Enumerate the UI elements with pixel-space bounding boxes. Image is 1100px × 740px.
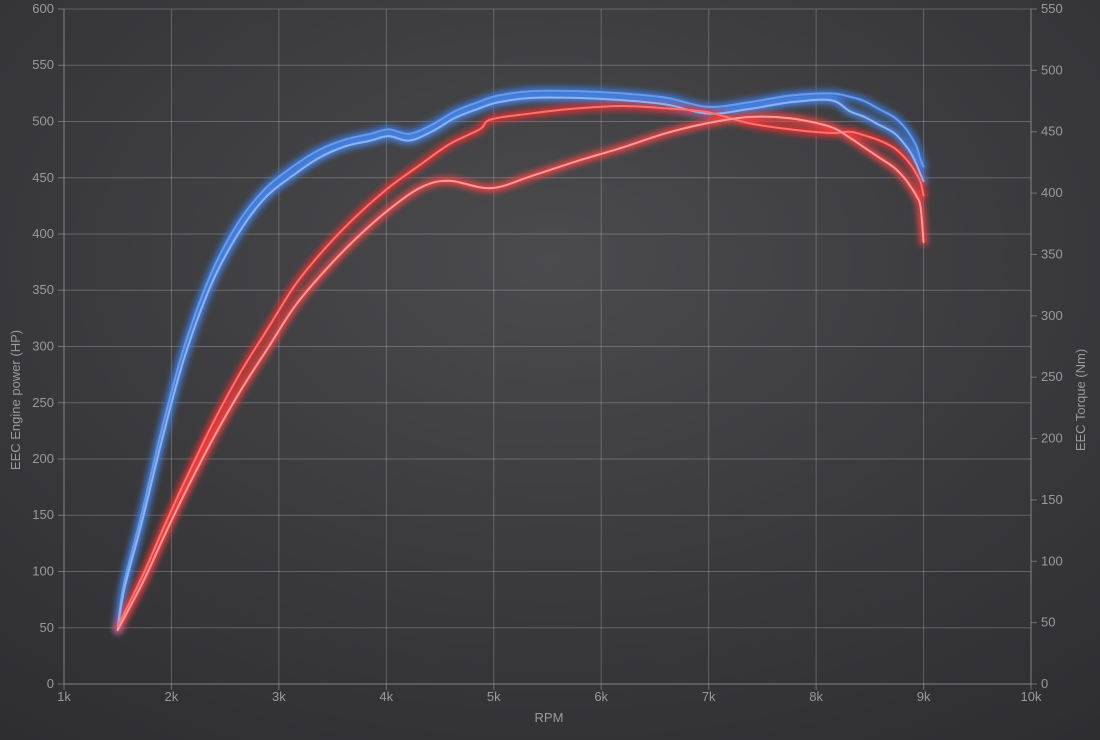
svg-text:6k: 6k (594, 689, 608, 704)
svg-text:500: 500 (32, 114, 54, 129)
svg-text:150: 150 (32, 507, 54, 522)
svg-text:300: 300 (1041, 308, 1063, 323)
svg-text:3k: 3k (272, 689, 286, 704)
svg-text:450: 450 (1041, 124, 1063, 139)
svg-text:450: 450 (32, 170, 54, 185)
svg-text:10k: 10k (1021, 689, 1042, 704)
svg-text:EEC Torque (Nm): EEC Torque (Nm) (1073, 349, 1088, 451)
svg-text:2k: 2k (165, 689, 179, 704)
svg-text:400: 400 (32, 226, 54, 241)
svg-text:0: 0 (47, 676, 54, 691)
svg-text:7k: 7k (702, 689, 716, 704)
svg-text:100: 100 (32, 564, 54, 579)
svg-text:100: 100 (1041, 553, 1063, 568)
svg-text:50: 50 (40, 620, 54, 635)
svg-text:550: 550 (32, 57, 54, 72)
svg-text:9k: 9k (917, 689, 931, 704)
svg-text:550: 550 (1041, 1, 1063, 16)
svg-text:EEC Engine power (HP): EEC Engine power (HP) (8, 330, 23, 470)
svg-text:50: 50 (1041, 615, 1055, 630)
svg-text:0: 0 (1041, 676, 1048, 691)
svg-text:200: 200 (1041, 431, 1063, 446)
svg-text:200: 200 (32, 451, 54, 466)
svg-text:RPM: RPM (535, 710, 564, 725)
svg-text:250: 250 (1041, 369, 1063, 384)
svg-text:150: 150 (1041, 492, 1063, 507)
svg-text:500: 500 (1041, 62, 1063, 77)
svg-text:400: 400 (1041, 185, 1063, 200)
svg-text:350: 350 (32, 282, 54, 297)
svg-text:600: 600 (32, 1, 54, 16)
svg-text:250: 250 (32, 395, 54, 410)
svg-text:4k: 4k (379, 689, 393, 704)
svg-text:300: 300 (32, 339, 54, 354)
svg-text:5k: 5k (487, 689, 501, 704)
svg-text:1k: 1k (57, 689, 71, 704)
svg-text:8k: 8k (809, 689, 823, 704)
svg-text:350: 350 (1041, 247, 1063, 262)
